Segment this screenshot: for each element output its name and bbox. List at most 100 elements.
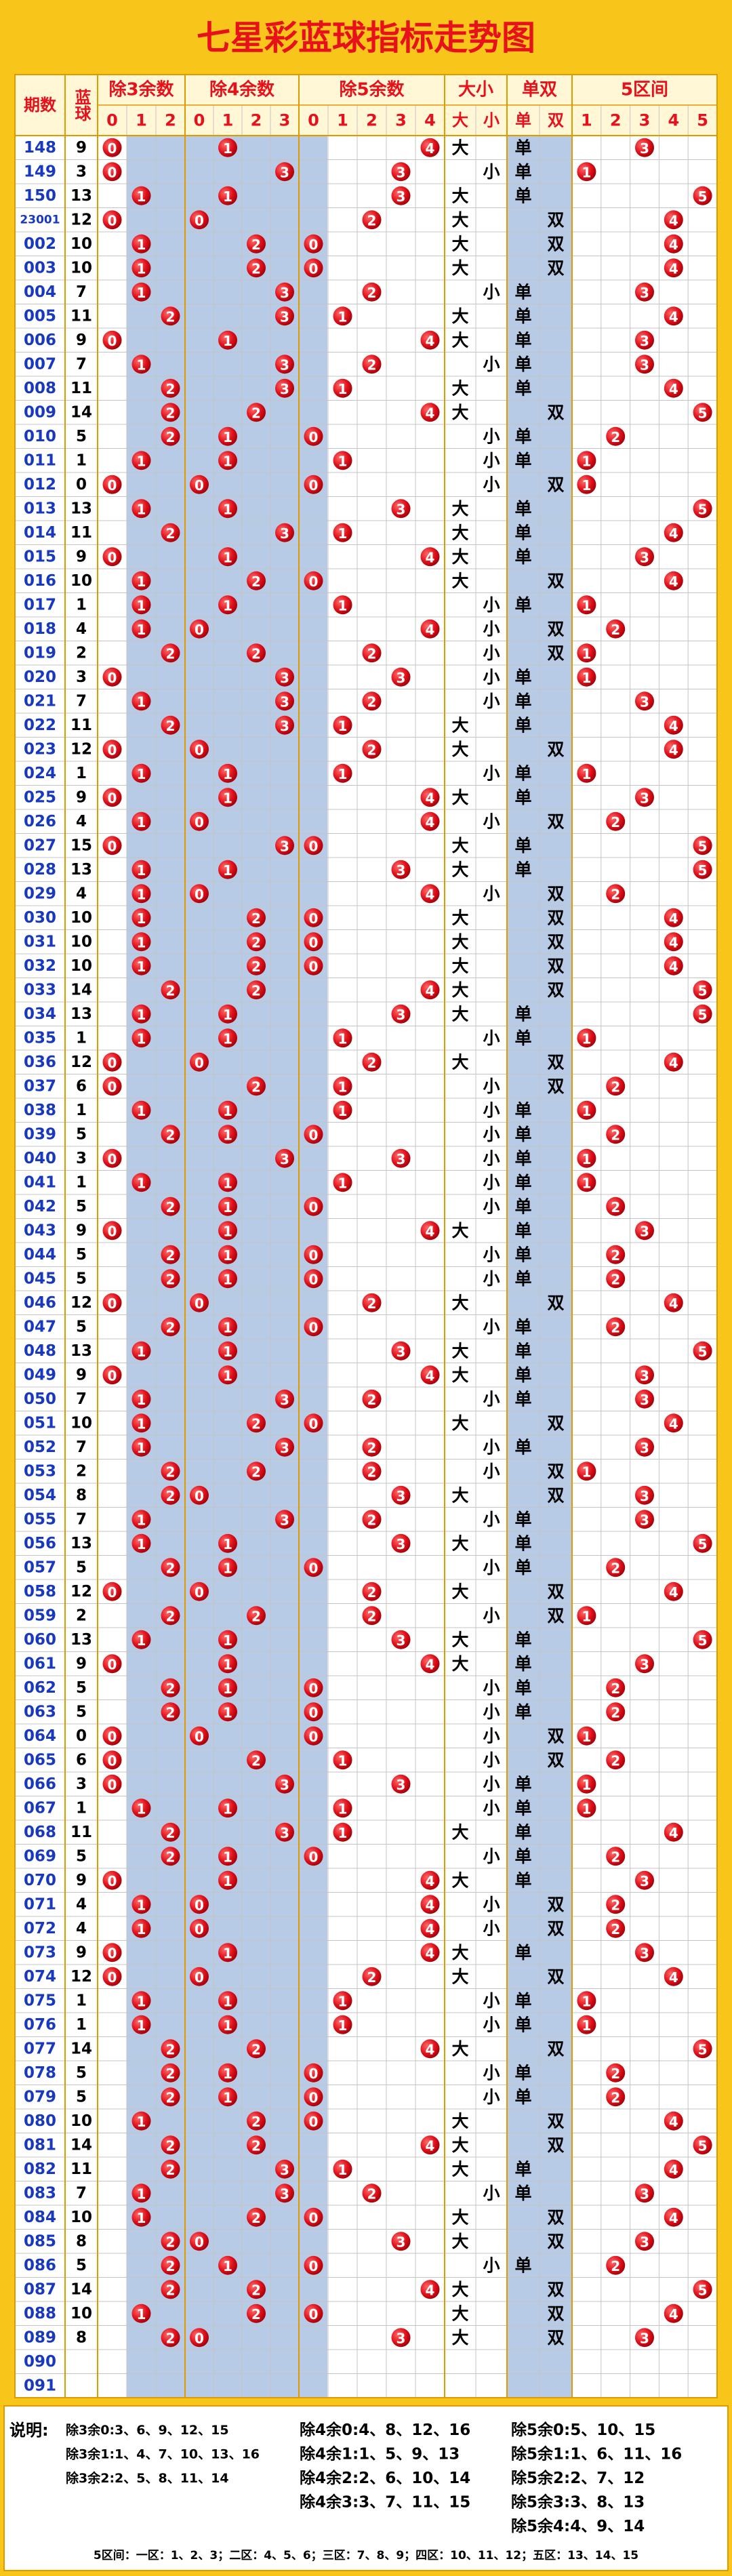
ball-value: 3 xyxy=(76,163,87,180)
ball-value: 11 xyxy=(70,717,92,734)
ball-marker-label: 3 xyxy=(396,1488,406,1504)
legend-item: 除5余4:4、9、14 xyxy=(511,2517,645,2535)
ball-marker-label: 3 xyxy=(280,670,289,686)
ball-marker-label: 0 xyxy=(309,2089,319,2106)
ball-value: 5 xyxy=(76,2257,87,2274)
ball-marker-label: 0 xyxy=(309,934,319,950)
ball-marker xyxy=(606,2063,626,2082)
parity-label: 单 xyxy=(514,691,531,711)
ball-marker-label: 3 xyxy=(640,1656,649,1672)
ball-marker-label: 1 xyxy=(223,1175,232,1191)
ball-marker-label: 2 xyxy=(251,982,261,999)
ball-marker xyxy=(362,740,382,759)
ball-marker xyxy=(420,547,440,567)
ball-marker-label: 4 xyxy=(669,2306,678,2322)
ball-marker-label: 0 xyxy=(108,164,117,180)
ball-marker xyxy=(635,1365,654,1385)
ball-marker-label: 1 xyxy=(137,959,146,975)
ball-marker xyxy=(693,1630,712,1649)
ball-marker xyxy=(275,1437,294,1457)
ball-marker-label: 0 xyxy=(195,1055,204,1071)
ball-marker-label: 2 xyxy=(166,1704,176,1720)
period: 006 xyxy=(24,331,56,349)
ball-marker-label: 1 xyxy=(223,597,232,613)
ball-marker-label: 3 xyxy=(640,2186,649,2202)
ball-marker xyxy=(247,2303,266,2323)
ball-marker-label: 3 xyxy=(640,285,649,301)
ball-marker-label: 1 xyxy=(582,597,591,613)
ball-marker xyxy=(275,378,294,398)
ball-marker xyxy=(131,884,151,904)
ball-value: 4 xyxy=(76,885,87,902)
ball-marker xyxy=(190,2232,209,2251)
ball-marker-label: 5 xyxy=(698,982,708,999)
ball-marker xyxy=(304,2255,323,2275)
ball-marker-label: 2 xyxy=(611,1849,620,1865)
period: 029 xyxy=(24,885,56,902)
ball-marker-label: 2 xyxy=(367,285,377,301)
ball-value: 9 xyxy=(76,331,87,349)
ball-marker xyxy=(131,691,151,711)
ball-marker-label: 3 xyxy=(640,1512,649,1528)
ball-marker-label: 2 xyxy=(367,2186,377,2202)
period: 076 xyxy=(24,2016,56,2034)
ball-marker-label: 2 xyxy=(251,2137,261,2154)
ball-marker-label: 4 xyxy=(426,549,435,565)
period: 052 xyxy=(24,1438,56,1456)
parity-label: 双 xyxy=(547,980,564,1000)
ball-marker xyxy=(102,1293,122,1312)
ball-marker-label: 1 xyxy=(582,766,591,782)
period: 009 xyxy=(24,403,56,421)
ball-marker-label: 1 xyxy=(582,1729,591,1745)
parity-label: 单 xyxy=(514,763,531,783)
ball-marker-label: 2 xyxy=(166,1681,176,1697)
ball-marker-label: 3 xyxy=(396,1344,406,1360)
size-label: 小 xyxy=(483,1245,500,1264)
ball-marker-label: 3 xyxy=(640,333,649,349)
parity-label: 双 xyxy=(547,571,564,590)
ball-marker-label: 4 xyxy=(426,1367,435,1384)
size-label: 小 xyxy=(483,1991,500,2011)
legend-label: 说明: xyxy=(9,2421,49,2440)
ball-marker-label: 2 xyxy=(611,1921,620,1937)
ball-marker-label: 1 xyxy=(223,766,232,782)
column-header: 单 xyxy=(515,111,531,130)
parity-label: 双 xyxy=(547,1918,564,1938)
ball-marker xyxy=(161,2328,180,2348)
ball-marker xyxy=(247,258,266,278)
ball-marker xyxy=(131,2207,151,2227)
ball-marker-label: 0 xyxy=(195,1969,204,1986)
period: 014 xyxy=(24,524,56,542)
parity-label: 双 xyxy=(547,2303,564,2323)
period: 075 xyxy=(24,1992,56,2009)
ball-marker-label: 0 xyxy=(309,1849,319,1865)
ball-marker-label: 4 xyxy=(669,381,678,397)
period: 032 xyxy=(24,957,56,975)
ball-marker-label: 1 xyxy=(223,1536,232,1552)
ball-marker xyxy=(577,1606,596,1626)
size-label: 大 xyxy=(451,1365,468,1385)
size-label: 大 xyxy=(451,908,468,927)
ball-marker xyxy=(664,956,683,975)
ball-marker-label: 4 xyxy=(426,1873,435,1889)
ball-marker xyxy=(333,523,352,542)
ball-marker-label: 0 xyxy=(309,2114,319,2130)
ball-marker-label: 4 xyxy=(426,790,435,806)
ball-marker-label: 1 xyxy=(137,934,146,950)
ball-value: 10 xyxy=(70,957,92,975)
ball-marker xyxy=(362,1293,382,1312)
ball-marker xyxy=(606,1847,626,1866)
period: 065 xyxy=(24,1751,56,1769)
ball-marker-label: 0 xyxy=(195,886,204,902)
ball-marker xyxy=(247,571,266,590)
ball-marker xyxy=(131,234,151,254)
ball-marker xyxy=(102,1221,122,1241)
ball-marker-label: 2 xyxy=(251,1464,261,1480)
ball-marker xyxy=(247,1076,266,1096)
ball-marker xyxy=(161,1125,180,1144)
ball-marker xyxy=(131,1798,151,1818)
period: 025 xyxy=(24,788,56,806)
ball-marker-label: 1 xyxy=(137,622,146,638)
ball-marker-label: 2 xyxy=(166,2041,176,2057)
period: 019 xyxy=(24,644,56,662)
